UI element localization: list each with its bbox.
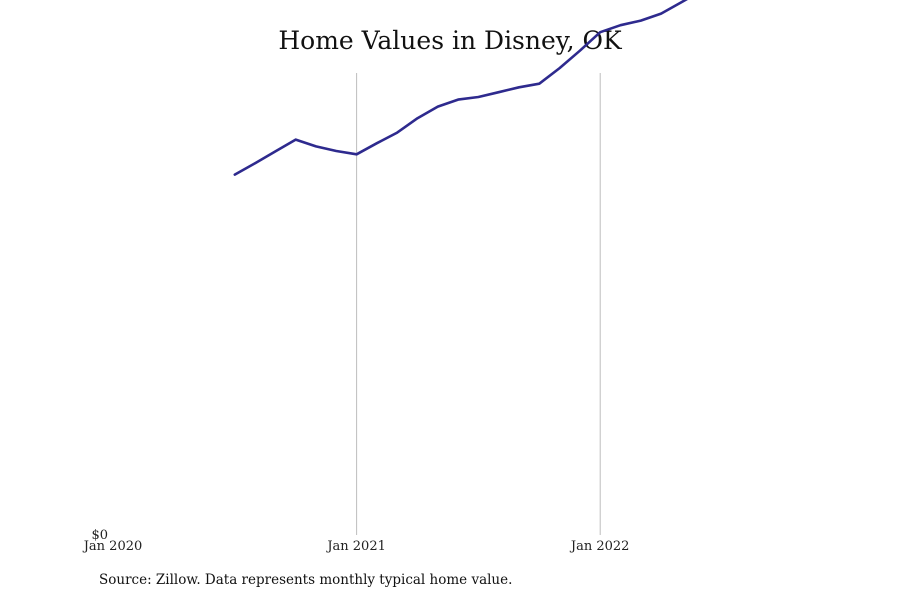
series-line [233,0,688,176]
y-tick-label: $0 [91,528,108,543]
source-note: Source: Zillow. Data represents monthly … [99,572,513,588]
x-tick-label: Jan 2021 [325,539,386,554]
x-tick-label: Jan 2020 [82,539,143,554]
chart-title: Home Values in Disney, OK [278,26,622,55]
x-tick-label: Jan 2022 [569,539,630,554]
